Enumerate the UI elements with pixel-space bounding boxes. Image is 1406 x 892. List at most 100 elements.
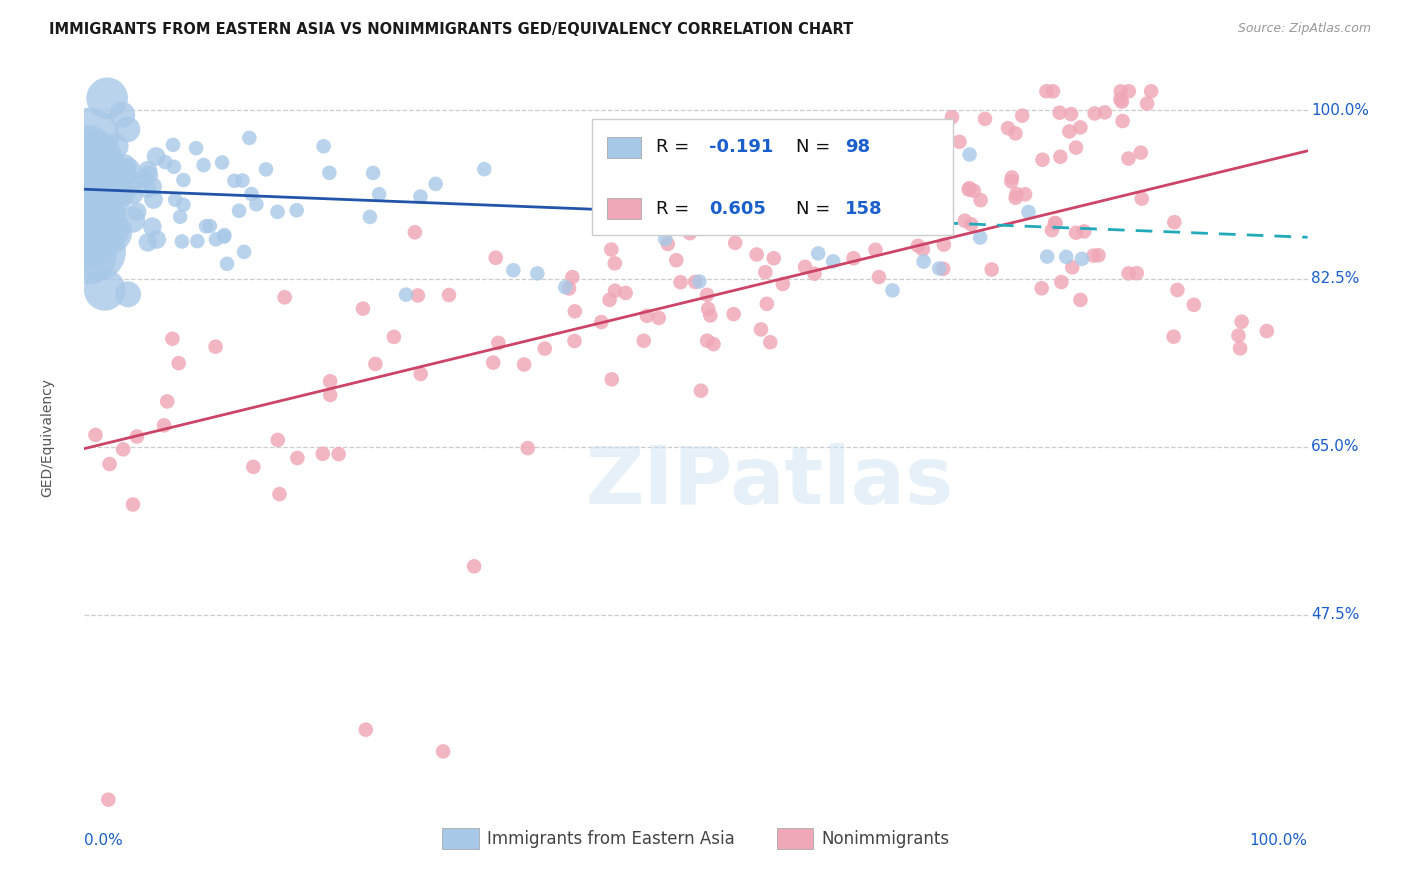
Point	[266, 204, 288, 219]
Point	[1031, 153, 1053, 167]
Point	[142, 193, 165, 207]
Point	[212, 229, 235, 244]
Point	[409, 367, 432, 381]
Point	[526, 267, 548, 281]
FancyBboxPatch shape	[606, 198, 641, 219]
Point	[554, 280, 576, 294]
Text: 0.605: 0.605	[710, 200, 766, 218]
Point	[437, 288, 460, 302]
Point	[655, 180, 678, 194]
Point	[136, 163, 159, 178]
Point	[683, 275, 706, 289]
Point	[688, 275, 710, 289]
Point	[318, 166, 340, 180]
Point	[156, 394, 179, 409]
Point	[77, 169, 100, 184]
Point	[759, 335, 782, 350]
Point	[146, 232, 169, 246]
Text: R =: R =	[655, 200, 695, 218]
FancyBboxPatch shape	[606, 136, 641, 158]
Point	[1118, 152, 1140, 166]
Point	[1069, 120, 1091, 135]
Point	[1140, 84, 1163, 98]
Point	[111, 108, 134, 122]
Point	[932, 261, 955, 276]
Point	[1005, 186, 1028, 201]
Point	[786, 204, 808, 219]
Point	[754, 265, 776, 279]
Point	[654, 232, 676, 246]
Point	[645, 195, 668, 210]
Point	[803, 133, 825, 147]
Point	[98, 457, 121, 471]
Point	[170, 235, 193, 249]
Point	[111, 186, 134, 201]
Text: 100.0%: 100.0%	[1250, 833, 1308, 848]
Point	[633, 334, 655, 348]
Point	[432, 744, 454, 758]
Point	[1070, 252, 1092, 266]
Point	[94, 283, 117, 297]
Point	[887, 182, 910, 196]
Point	[204, 340, 226, 354]
Point	[1011, 109, 1033, 123]
Point	[395, 287, 418, 301]
Point	[789, 177, 811, 191]
Point	[745, 247, 768, 261]
Point	[285, 203, 308, 218]
Point	[231, 173, 253, 187]
Point	[86, 210, 108, 224]
Point	[904, 157, 927, 171]
Point	[1094, 105, 1116, 120]
Point	[273, 290, 295, 304]
Point	[953, 213, 976, 227]
Point	[359, 210, 381, 224]
Point	[513, 358, 536, 372]
Point	[145, 149, 167, 163]
Point	[104, 139, 127, 153]
Point	[1073, 224, 1095, 238]
Point	[165, 193, 187, 207]
Point	[122, 498, 145, 512]
Point	[195, 219, 218, 234]
Point	[354, 723, 377, 737]
Text: GED/Equivalency: GED/Equivalency	[41, 377, 55, 497]
Point	[932, 237, 955, 252]
Point	[896, 214, 918, 228]
Point	[167, 356, 190, 370]
Text: R =: R =	[655, 138, 695, 156]
Point	[1166, 283, 1188, 297]
Point	[1001, 170, 1024, 185]
Point	[1014, 187, 1036, 202]
Point	[312, 447, 335, 461]
Point	[117, 287, 139, 301]
Point	[1004, 191, 1026, 205]
Point	[1230, 315, 1253, 329]
Point	[600, 372, 623, 386]
Point	[894, 169, 917, 184]
Point	[409, 189, 432, 203]
Point	[205, 232, 228, 246]
Point	[117, 122, 139, 136]
Point	[127, 204, 149, 219]
Point	[1087, 248, 1109, 262]
Point	[706, 203, 728, 218]
Point	[122, 187, 145, 202]
Point	[755, 297, 778, 311]
Point	[564, 334, 586, 348]
Point	[112, 165, 135, 179]
Point	[76, 248, 98, 262]
Point	[162, 137, 184, 152]
Point	[240, 187, 263, 202]
Point	[1004, 127, 1026, 141]
Point	[1050, 275, 1073, 289]
Point	[1031, 281, 1053, 295]
Point	[96, 187, 118, 202]
Point	[1111, 114, 1133, 128]
Point	[853, 167, 876, 181]
Point	[957, 181, 980, 195]
Point	[928, 261, 950, 276]
Point	[406, 288, 429, 302]
Point	[242, 459, 264, 474]
Point	[669, 275, 692, 289]
